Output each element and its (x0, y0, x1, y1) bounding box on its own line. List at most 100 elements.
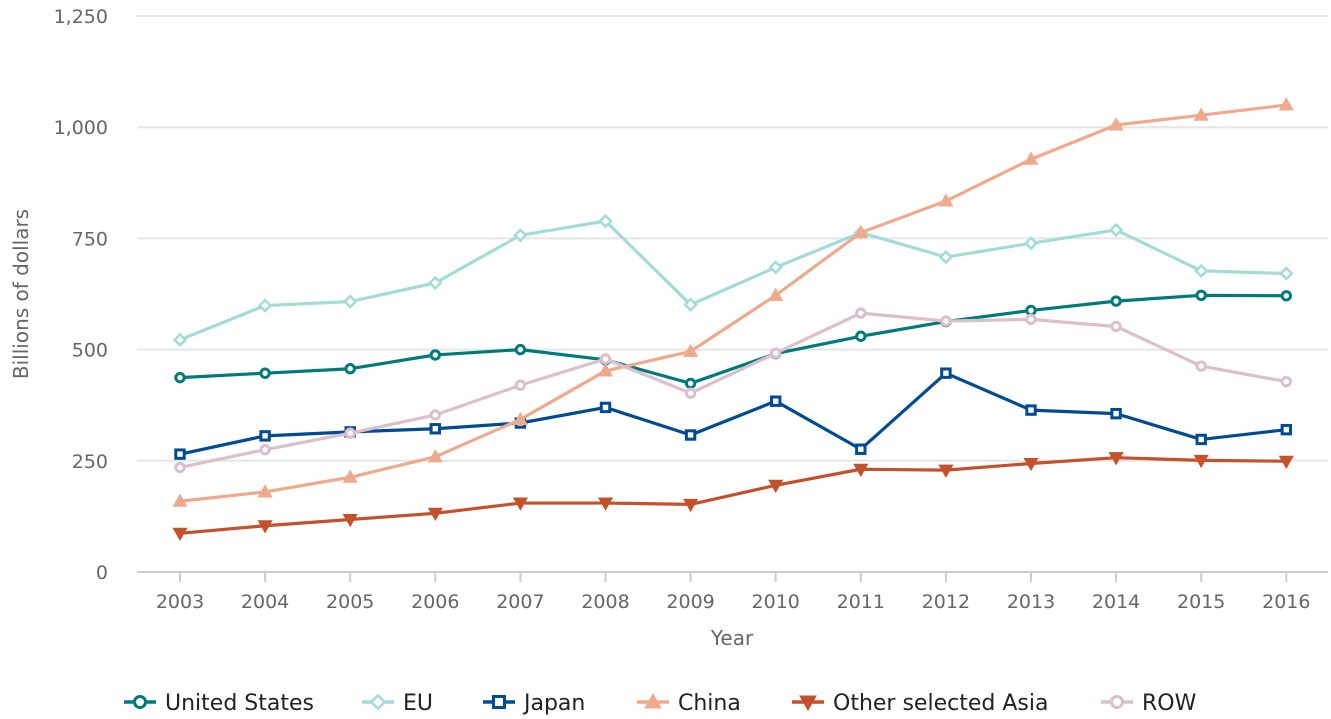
data-point (512, 497, 528, 511)
data-point (259, 430, 271, 442)
data-point (1108, 222, 1124, 238)
data-point (1195, 433, 1207, 446)
series-china (172, 97, 1294, 507)
legend-symbol (492, 695, 506, 709)
data-point (1108, 117, 1124, 131)
x-tick-label: 2013 (1007, 591, 1055, 613)
legend-item[interactable]: China (637, 691, 741, 716)
y-tick-label: 500 (72, 340, 108, 362)
data-point (342, 513, 358, 528)
x-tick-label: 2008 (581, 591, 629, 613)
x-tick-label: 2005 (326, 591, 374, 613)
data-point (514, 379, 527, 391)
data-point (174, 448, 186, 460)
series-eu (172, 213, 1294, 347)
data-point (1108, 452, 1124, 466)
x-tick-label: 2015 (1177, 591, 1225, 613)
data-point (259, 367, 271, 379)
series-line (178, 293, 1288, 386)
y-axis-title: Billions of dollars (9, 209, 33, 379)
y-tick-label: 0 (96, 562, 108, 584)
legend-item[interactable]: Other selected Asia (792, 691, 1048, 716)
legend-item[interactable]: United States (124, 691, 314, 716)
data-point (770, 347, 782, 359)
data-point (172, 332, 188, 347)
data-point (768, 287, 784, 301)
data-point (597, 497, 614, 511)
y-tick-label: 1,250 (54, 6, 108, 28)
y-tick-label: 250 (72, 451, 108, 473)
series-line (178, 456, 1288, 535)
data-point (428, 275, 443, 291)
data-point (684, 377, 697, 390)
data-point (257, 298, 273, 313)
data-point (1110, 295, 1122, 307)
data-point (683, 297, 698, 312)
legend-label: ROW (1142, 691, 1197, 716)
data-point (344, 363, 356, 375)
data-point (1025, 404, 1037, 416)
data-point (429, 349, 441, 361)
data-point (853, 463, 869, 477)
legend-label: EU (403, 691, 433, 716)
x-tick-label: 2004 (241, 591, 289, 613)
data-point (855, 443, 867, 455)
x-tick-label: 2016 (1262, 591, 1310, 613)
data-point (683, 343, 699, 357)
data-point (940, 367, 952, 379)
legend-symbol (1110, 695, 1124, 709)
data-point (513, 228, 528, 243)
series-line (178, 103, 1288, 503)
data-point (938, 249, 954, 265)
x-tick-label: 2009 (666, 591, 714, 613)
legend-item[interactable]: ROW (1101, 691, 1197, 716)
data-point (1023, 151, 1039, 165)
data-point (1110, 407, 1122, 420)
data-point (512, 411, 528, 425)
data-point (1193, 454, 1209, 469)
x-tick-label: 2006 (411, 591, 459, 613)
legend-item[interactable]: EU (362, 691, 433, 716)
data-point (343, 294, 358, 309)
data-point (1278, 455, 1294, 469)
data-point (855, 307, 867, 319)
data-point (768, 260, 783, 275)
legend-item[interactable]: Japan (483, 691, 585, 716)
legend-symbol (369, 693, 387, 711)
series-lines (172, 97, 1294, 542)
data-point (683, 498, 699, 513)
data-point (514, 343, 527, 356)
data-point (1193, 107, 1209, 121)
legend-label: Japan (522, 691, 585, 716)
series-row (174, 307, 1293, 474)
data-point (1194, 263, 1209, 279)
y-tick-label: 750 (72, 228, 108, 250)
data-point (940, 315, 952, 327)
data-point (1025, 304, 1037, 317)
data-point (597, 363, 614, 377)
data-point (1279, 266, 1294, 281)
x-tick-label: 2010 (752, 591, 800, 613)
data-point (427, 449, 443, 463)
x-tick-label: 2007 (496, 591, 544, 613)
y-axis-ticks: 0 250 500 750 1,000 1,250 (54, 6, 108, 584)
data-point (1280, 423, 1292, 436)
legend-label: Other selected Asia (833, 691, 1048, 716)
legend-symbol (133, 695, 147, 709)
series-japan (174, 367, 1292, 460)
data-point (1278, 97, 1294, 111)
data-point (1023, 236, 1039, 251)
data-point (259, 443, 271, 456)
data-point (427, 507, 443, 521)
x-axis: 2003 2004 2005 2006 2007 2008 2009 2010 2011 2012… (137, 571, 1328, 613)
legend-label: United States (165, 691, 314, 716)
data-point (684, 387, 697, 399)
data-point (172, 493, 188, 507)
series-line (178, 219, 1288, 342)
series-line (178, 311, 1288, 470)
data-point (344, 427, 356, 439)
data-point (853, 224, 869, 239)
legend: United States EU Japan China Other selected … (124, 691, 1197, 716)
data-point (1280, 290, 1293, 302)
